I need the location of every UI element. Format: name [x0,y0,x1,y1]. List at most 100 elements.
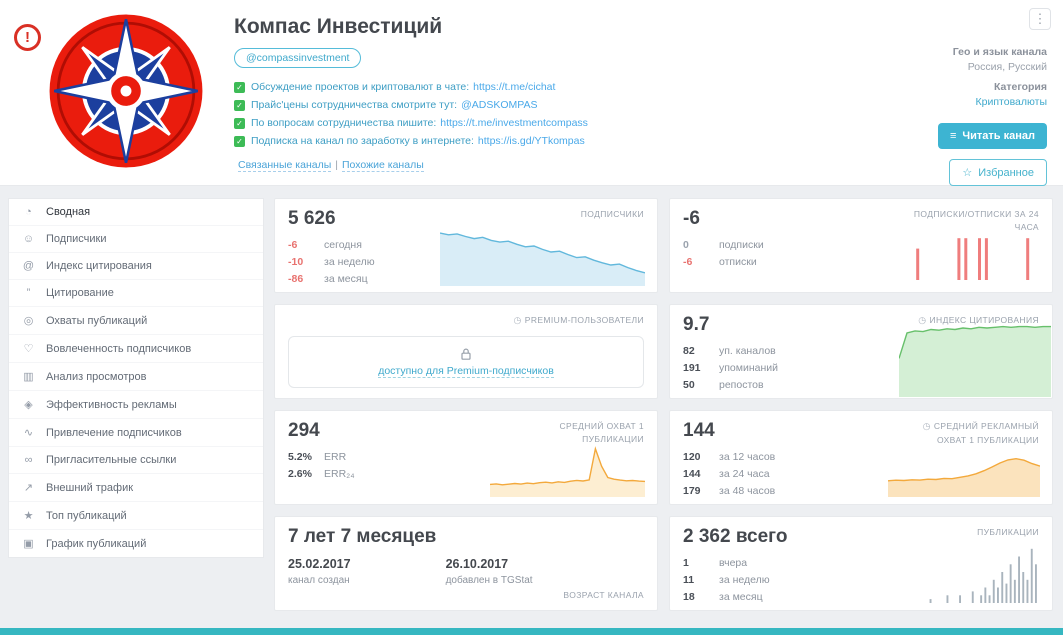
channel-meta: ⋮ Гео и язык канала Россия, Русский Кате… [897,8,1051,186]
quote-icon: ” [26,287,31,299]
read-channel-label: Читать канал [962,130,1035,142]
citation-index-card-label: ◷ ИНДЕКС ЦИТИРОВАНИЯ [918,314,1039,328]
created-date-label: канал создан [288,575,350,586]
stat-value: 82 [683,345,695,357]
avg-reach-chart [490,441,645,497]
stat-value: 0 [683,239,689,251]
publications-card: 2 362 всего ПУБЛИКАЦИИ 1 вчера 11 за недел… [669,516,1053,611]
sidebar-item-label: Анализ просмотров [46,370,147,383]
channel-username-badge[interactable]: @compassinvestment [234,48,362,68]
category-value-link[interactable]: Криптовалюты [975,96,1047,108]
description-text: Подписка на канал по заработку в интерне… [251,134,474,147]
stat-value: 11 [683,574,695,586]
description-link[interactable]: https://t.me/cichat [473,81,556,93]
stat-label: ERR [324,451,347,463]
subs-unsubs-count: -6 [683,208,700,229]
clock-icon: ◷ [922,421,931,431]
stat-row: 5.2% ERR [288,449,644,466]
subs-unsubs-chart [873,232,1038,280]
clock-icon: ◷ [513,315,522,325]
more-menu-button[interactable]: ⋮ [1029,8,1051,30]
citation-label-text: ИНДЕКС ЦИТИРОВАНИЯ [929,315,1039,325]
premium-upgrade-link[interactable]: доступно для Premium-подписчиков [378,364,554,378]
sidebar-item-label: Внешний трафик [46,481,134,494]
geo-label: Гео и язык канала [952,46,1047,58]
stat-value: 2.6% [288,468,312,480]
sidebar-item-subscriber-acquisition[interactable]: ∿ Привлечение подписчиков [9,419,263,447]
stat-label: ERR₂₄ [324,468,355,480]
subscribers-card-label: ПОДПИСЧИКИ [580,209,644,219]
avg-ad-reach-value: 144 [683,420,715,441]
description-link[interactable]: https://is.gd/YTkompas [477,134,585,147]
footer-bar [0,628,1063,635]
arrow-up-right-icon: ↗ [23,482,34,494]
stat-label: отписки [719,256,757,268]
sidebar-item-label: Привлечение подписчиков [46,426,182,439]
user-icon: ☺ [22,233,35,245]
subs-unsubs-stats: 0 подписки -6 отписки [683,237,1039,271]
description-line: ✓ Прайс'цены сотрудничества смотрите тут:… [234,97,897,115]
favorite-label: Избранное [978,166,1034,179]
sidebar-item-top-posts[interactable]: ★ Топ публикаций [9,502,263,530]
channel-title: Компас Инвестиций [234,15,443,38]
stat-label: вчера [719,557,748,569]
channel-age-value: 7 лет 7 месяцев [288,526,437,547]
sidebar-item-citation-index[interactable]: @ Индекс цитирования [9,253,263,280]
sidebar-item-label: Пригласительные ссылки [46,454,177,466]
stat-row: 1 вчера [683,555,1039,572]
description-text: Обсуждение проектов и криптовалют в чате… [251,81,470,93]
created-date-block: 25.02.2017 канал создан [288,557,351,586]
description-link[interactable]: @ADSKOMPAS [461,98,538,111]
ad-icon: ◈ [24,399,33,411]
avg-ad-reach-label-text: СРЕДНИЙ РЕКЛАМНЫЙ ОХВАТ 1 ПУБЛИКАЦИИ [933,421,1039,445]
geo-value: Россия, Русский [967,61,1047,73]
added-date: 26.10.2017 [445,557,509,571]
stat-label: за 24 часа [719,468,770,480]
kebab-icon: ⋮ [1033,11,1047,26]
stat-value: -10 [288,256,304,268]
check-icon: ✓ [234,135,245,147]
description-link[interactable]: https://t.me/investmentcompass [440,116,588,129]
avg-reach-stats: 5.2% ERR 2.6% ERR₂₄ [288,449,644,483]
favorite-button[interactable]: ☆ Избранное [949,159,1047,186]
stat-value: 50 [683,379,695,391]
stat-value: 179 [683,485,701,497]
stat-row: 2.6% ERR₂₄ [288,466,644,483]
stat-row: 179 за 48 часов [683,483,1039,500]
sidebar-item-views-analysis[interactable]: ▥ Анализ просмотров [9,363,263,391]
sidebar-item-ad-efficiency[interactable]: ◈ Эффективность рекламы [9,391,263,419]
sidebar-item-summary[interactable]: ◔ Сводная [9,199,263,226]
sidebar-item-posts-schedule[interactable]: ▣ График публикаций [9,530,263,557]
premium-card-label: ◷ PREMIUM-ПОЛЬЗОВАТЕЛИ [513,314,644,328]
stat-row: -86 за месяц [288,271,644,288]
avg-reach-card: 294 СРЕДНИЙ ОХВАТ 1 ПУБЛИКАЦИИ 5.2% ERR 2… [274,410,658,505]
sidebar-item-post-reach[interactable]: ◎ Охваты публикаций [9,307,263,335]
sidebar-item-citations[interactable]: ” Цитирование [9,280,263,307]
avg-ad-reach-card: 144 ◷ СРЕДНИЙ РЕКЛАМНЫЙ ОХВАТ 1 ПУБЛИКАЦИ… [669,410,1053,505]
wave-icon: ∿ [23,427,34,439]
channel-header: ! Компас Инвестиций @compassinvestment ✓… [0,0,1063,186]
channel-age-dates: 25.02.2017 канал создан 26.10.2017 добав… [288,557,644,586]
sidebar-item-engagement[interactable]: ♡ Вовлеченность подписчиков [9,335,263,363]
stat-value: -86 [288,273,304,285]
publications-chart [920,539,1038,603]
subscribers-chart [440,226,645,286]
added-date-block: 26.10.2017 добавлен в TGStat [446,557,533,586]
stat-row: -6 отписки [683,254,1039,271]
similar-channels-link[interactable]: Похожие каналы [342,159,424,173]
sidebar-item-subscribers[interactable]: ☺ Подписчики [9,226,263,253]
channel-age-card-label: ВОЗРАСТ КАНАЛА [563,590,644,601]
avg-ad-reach-chart [888,451,1040,497]
stat-label: репостов [719,379,764,391]
related-channels-link[interactable]: Связанные каналы [238,159,332,173]
read-channel-button[interactable]: ≡ Читать канал [938,123,1047,149]
links-divider: | [335,159,338,172]
stat-value: 5.2% [288,451,312,463]
gauge-icon: ◔ [25,206,32,218]
sidebar-item-label: Цитирование [46,287,114,299]
warning-icon: ! [14,24,41,51]
sidebar-item-invite-links[interactable]: ∞ Пригласительные ссылки [9,447,263,474]
sidebar-item-external-traffic[interactable]: ↗ Внешний трафик [9,474,263,502]
sidebar-item-label: Сводная [46,206,91,218]
